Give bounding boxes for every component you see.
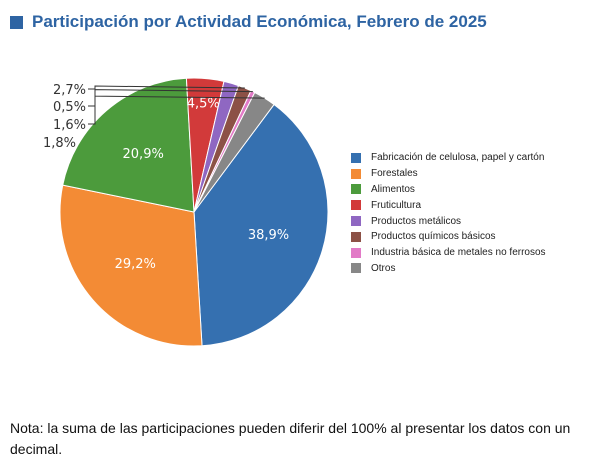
pie-slice-forestales: [59, 184, 203, 347]
pie-chart: 38,9% 29,2% 20,9% 4,5% 1,8% 1,6% 0,5% 2,7%: [43, 77, 329, 347]
slice-label-fruticultura: 4,5%: [187, 97, 220, 112]
legend-swatch: [351, 231, 361, 242]
pie-slice-fabricacion-de-celulosa-papel-y-carton: [193, 103, 329, 347]
slice-label-otros: 2,7%: [53, 83, 86, 98]
legend-swatch: [351, 152, 361, 163]
legend-label: Alimentos: [371, 183, 415, 195]
legend-label: Otros: [371, 262, 396, 274]
legend-item-forestales: Forestales: [351, 166, 546, 182]
legend-label: Fruticultura: [371, 199, 422, 211]
legend-swatch: [351, 263, 361, 274]
footnote: Nota: la suma de las participaciones pue…: [10, 420, 571, 457]
legend-item-productos-quimicos-basicos: Productos químicos básicos: [351, 229, 546, 245]
slice-label-industria-basica-de-metales-no-ferrosos: 0,5%: [53, 100, 86, 115]
slice-label-alimentos: 20,9%: [123, 147, 164, 162]
legend-label: Forestales: [371, 168, 418, 180]
legend-swatch: [351, 247, 361, 258]
slice-label-fabricacion-de-celulosa-papel-y-carton: 38,9%: [248, 228, 289, 243]
legend-item-otros: Otros: [351, 261, 546, 277]
title-row: Participación por Actividad Económica, F…: [10, 12, 487, 32]
legend-label: Fabricación de celulosa, papel y cartón: [371, 152, 545, 164]
legend: Fabricación de celulosa, papel y cartón F…: [351, 150, 546, 276]
legend-label: Productos metálicos: [371, 215, 462, 227]
legend-swatch: [351, 216, 361, 227]
chart-title: Participación por Actividad Económica, F…: [32, 12, 487, 31]
legend-swatch: [351, 168, 361, 179]
leader-line-industria-basica-de-metales-no-ferrosos: [88, 89, 253, 107]
leader-line-otros: [88, 88, 265, 99]
pie-slice-alimentos: [62, 77, 195, 213]
legend-item-fabricacion-de-celulosa-papel-y-carton: Fabricación de celulosa, papel y cartón: [351, 150, 546, 166]
title-marker: [10, 15, 23, 29]
slice-label-productos-metalicos: 1,8%: [43, 136, 76, 151]
legend-swatch: [351, 200, 361, 211]
legend-item-industria-basica-de-metales-no-ferrosos: Industria básica de metales no ferrosos: [351, 245, 546, 261]
legend-swatch: [351, 184, 361, 195]
slice-label-productos-quimicos-basicos: 1,6%: [53, 118, 86, 133]
legend-label: Productos químicos básicos: [371, 231, 496, 243]
legend-item-productos-metalicos: Productos metálicos: [351, 213, 546, 229]
legend-label: Industria básica de metales no ferrosos: [371, 247, 546, 259]
slice-label-forestales: 29,2%: [115, 257, 156, 272]
legend-item-fruticultura: Fruticultura: [351, 197, 546, 213]
legend-item-alimentos: Alimentos: [351, 182, 546, 198]
